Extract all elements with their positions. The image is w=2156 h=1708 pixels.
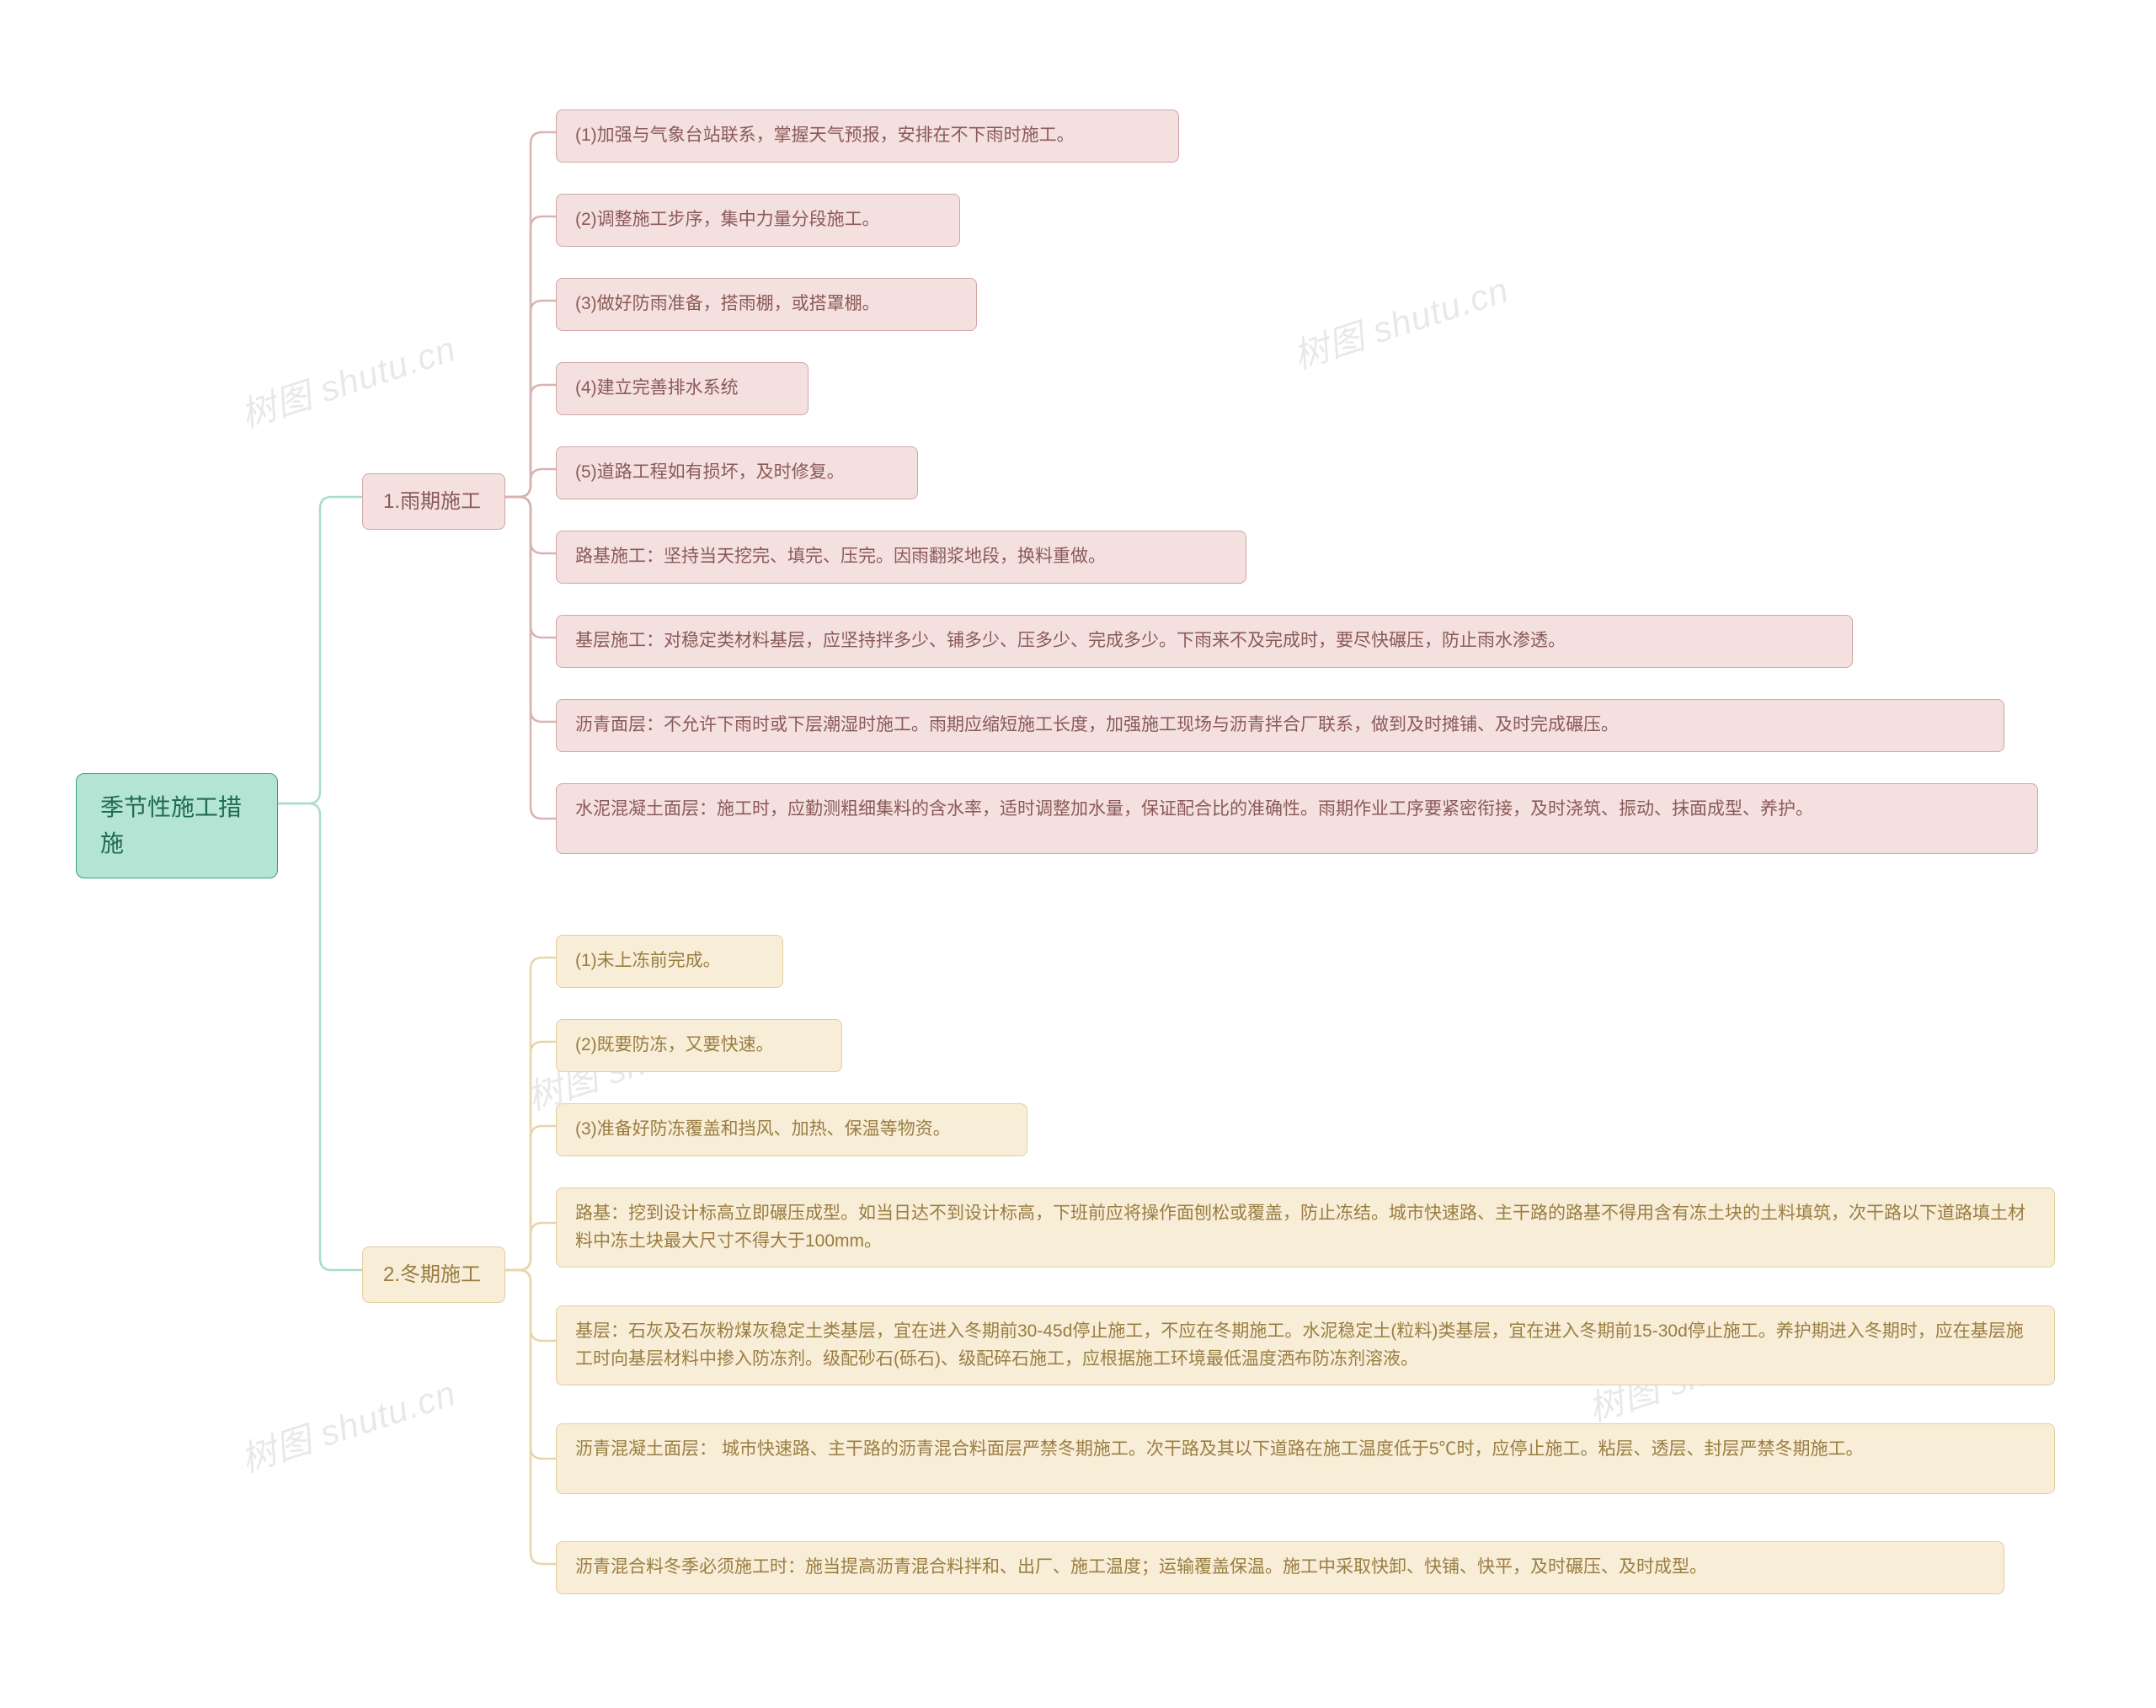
branch_a-leaf: (5)道路工程如有损坏，及时修复。 xyxy=(556,446,918,499)
branch_a-leaf: 沥青面层：不允许下雨时或下层潮湿时施工。雨期应缩短施工长度，加强施工现场与沥青拌… xyxy=(556,699,2004,752)
branch-winter: 2.冬期施工 xyxy=(362,1246,505,1303)
branch_a-leaf: 路基施工：坚持当天挖完、填完、压完。因雨翻浆地段，换料重做。 xyxy=(556,531,1246,584)
watermark: 树图 shutu.cn xyxy=(1286,261,1514,379)
branch_a-leaf: (3)做好防雨准备，搭雨棚，或搭罩棚。 xyxy=(556,278,977,331)
branch_a-leaf: 水泥混凝土面层：施工时，应勤测粗细集料的含水率，适时调整加水量，保证配合比的准确… xyxy=(556,783,2038,854)
branch_b-leaf: 沥青混凝土面层： 城市快速路、主干路的沥青混合料面层严禁冬期施工。次干路及其以下… xyxy=(556,1423,2055,1494)
branch_b-leaf: 基层：石灰及石灰粉煤灰稳定土类基层，宜在进入冬期前30-45d停止施工，不应在冬… xyxy=(556,1305,2055,1385)
branch_b-leaf: (1)未上冻前完成。 xyxy=(556,935,783,988)
branch_b-leaf: 路基：挖到设计标高立即碾压成型。如当日达不到设计标高，下班前应将操作面刨松或覆盖… xyxy=(556,1188,2055,1268)
branch_b-leaf: 沥青混合料冬季必须施工时：施当提高沥青混合料拌和、出厂、施工温度；运输覆盖保温。… xyxy=(556,1541,2004,1594)
branch_a-leaf: (2)调整施工步序，集中力量分段施工。 xyxy=(556,194,960,247)
watermark: 树图 shutu.cn xyxy=(233,320,462,438)
watermark: 树图 shutu.cn xyxy=(233,1364,462,1482)
mindmap-canvas: 树图 shutu.cn树图 shutu.cn树图 shutu.cn树图 shut… xyxy=(0,0,2156,1708)
branch_a-leaf: 基层施工：对稳定类材料基层，应坚持拌多少、铺多少、压多少、完成多少。下雨来不及完… xyxy=(556,615,1853,668)
branch_a-leaf: (4)建立完善排水系统 xyxy=(556,362,808,415)
branch_b-leaf: (2)既要防冻，又要快速。 xyxy=(556,1019,842,1072)
root-node: 季节性施工措施 xyxy=(76,773,278,878)
branch-rainy: 1.雨期施工 xyxy=(362,473,505,530)
branch_b-leaf: (3)准备好防冻覆盖和挡风、加热、保温等物资。 xyxy=(556,1103,1027,1156)
branch_a-leaf: (1)加强与气象台站联系，掌握天气预报，安排在不下雨时施工。 xyxy=(556,109,1179,163)
